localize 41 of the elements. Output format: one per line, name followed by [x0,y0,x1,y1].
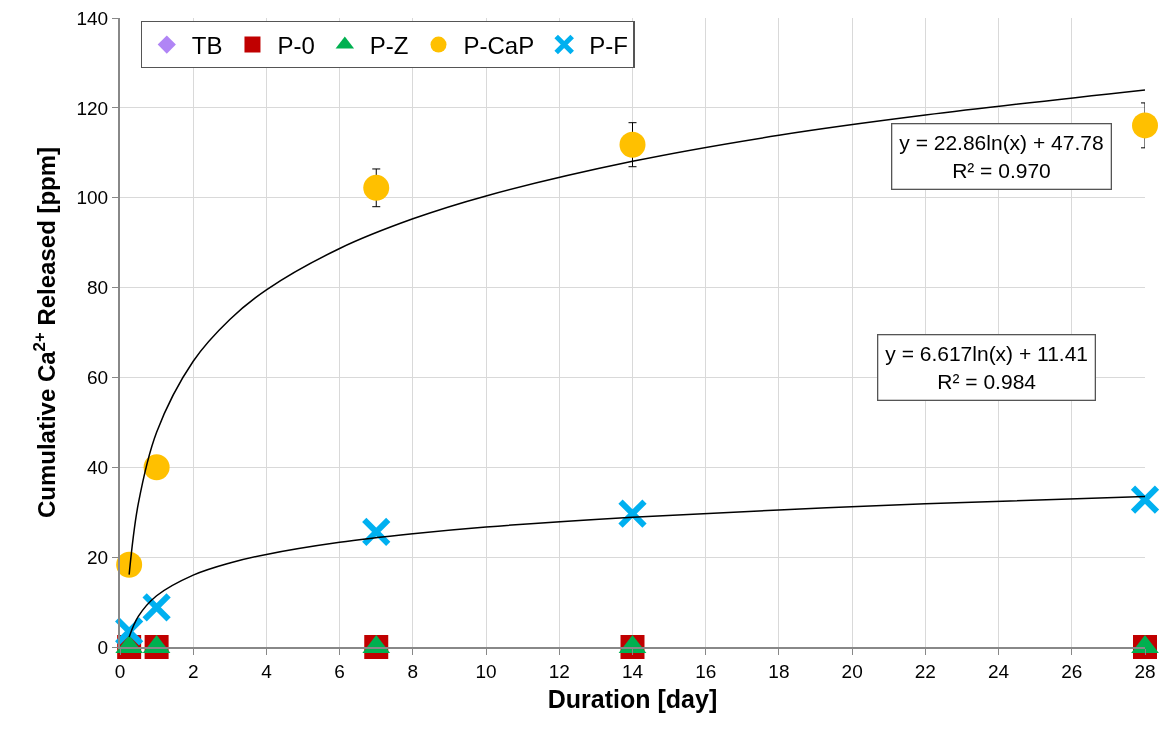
x-tick-label: 22 [914,660,936,682]
point [617,498,648,529]
x-tick-label: 6 [334,660,345,682]
point [361,516,392,547]
point [114,616,145,647]
x-tick-label: 18 [768,660,790,682]
point [363,174,390,201]
point [619,131,646,158]
x-tick-label: 26 [1061,660,1083,682]
x-tick-label: 12 [548,660,570,682]
point [141,592,172,623]
y-tick-label: 140 [76,7,109,29]
x-tick-label: 8 [407,660,419,682]
x-tick-label: 10 [475,660,497,682]
x-tick-label: 16 [695,660,717,682]
y-tick-label: 80 [87,277,109,299]
y-tick-label: 100 [76,187,109,209]
point [143,454,170,481]
y-tick-label: 20 [87,546,109,568]
y-tick-label: 120 [76,97,109,119]
x-tick-label: 4 [261,660,273,682]
y-tick-label: 60 [87,367,109,389]
point [1130,484,1160,515]
annotation: y = 22.86ln(x) + 47.78 R² = 0.970 [899,131,1104,182]
x-tick-label: 24 [988,660,1010,682]
x-tick-label: 2 [187,660,199,682]
y-tick-label: 40 [87,456,109,478]
x-tick-label: 20 [841,660,863,682]
annotation: y = 6.617ln(x) + 11.41 R² = 0.984 [885,342,1089,393]
legend-label: P-0 [277,31,315,59]
x-tick-label: 0 [114,660,126,682]
legend-label: P-CaP [463,31,535,59]
legend-label: TB [191,31,223,59]
x-tick-label: 14 [621,660,644,682]
legend-label: P-Z [369,31,409,59]
point [1132,112,1158,139]
x-tick-label: 28 [1134,660,1156,682]
legend-label: P-F [589,31,628,59]
y-tick-label: 0 [97,636,109,658]
point [116,551,143,578]
x-axis-title: Duration [day] [547,685,718,714]
